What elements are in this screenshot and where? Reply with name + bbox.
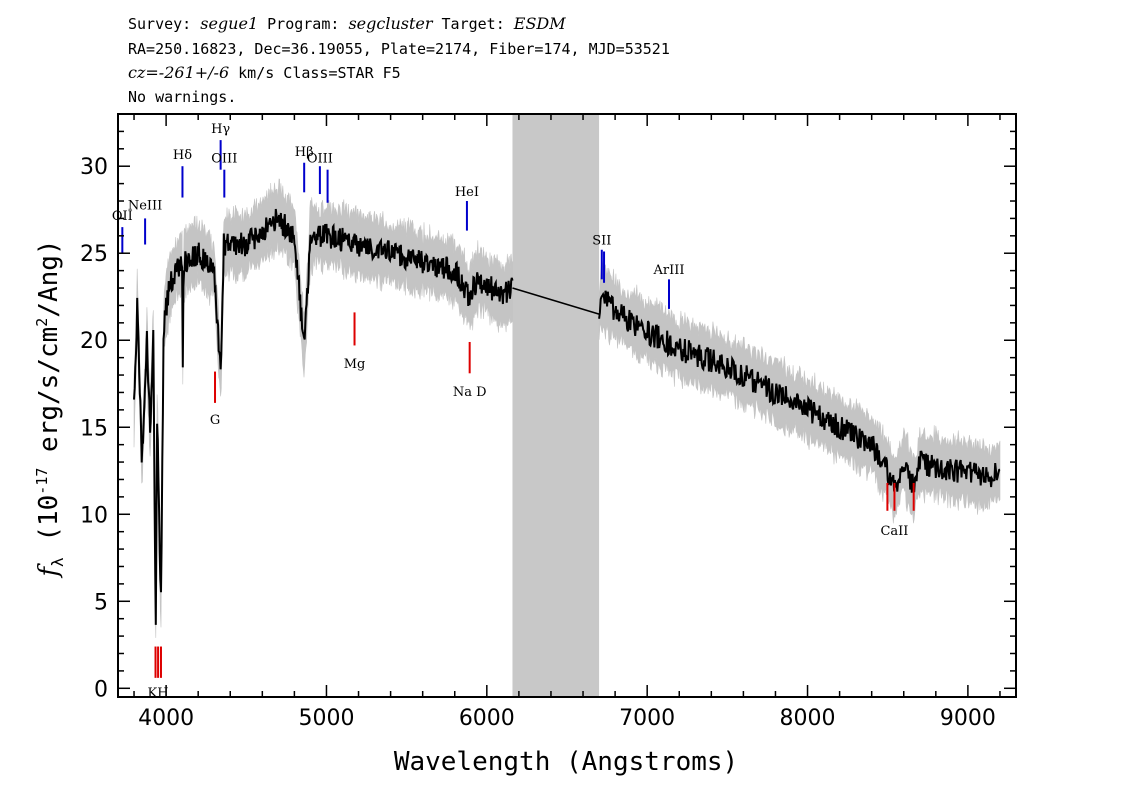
red-arm-flux <box>598 290 1001 493</box>
axes: 4000 5000 6000 7000 8000 9000 0 5 10 15 20 25 30 <box>80 113 1017 731</box>
y-tick-label: 20 <box>80 329 108 354</box>
spectral-line-label: G <box>210 413 220 428</box>
header-line-4: No warnings. <box>128 88 236 106</box>
y-axis-title: fλ (10-17 erg/s/cm2/Ang) <box>33 239 67 578</box>
blue-arm-noise <box>133 178 513 638</box>
spectral-line-label: Mg <box>344 357 366 372</box>
x-axis-title: Wavelength (Angstroms) <box>394 747 738 777</box>
y-tick-label: 15 <box>80 416 108 441</box>
masked-region <box>512 114 600 697</box>
spectral-line-label: CaII <box>880 524 908 539</box>
x-tick-label: 7000 <box>619 706 675 731</box>
y-tick-label: 5 <box>94 590 108 615</box>
spectral-line-label: OIII <box>307 152 333 167</box>
y-tick-label: 25 <box>80 242 108 267</box>
x-tick-label: 8000 <box>780 706 836 731</box>
header-line-2: RA=250.16823, Dec=36.19055, Plate=2174, … <box>128 40 670 58</box>
red-arm-noise <box>598 260 1001 524</box>
y-tick-label: 0 <box>94 677 108 702</box>
spectral-line-label: HeI <box>455 185 479 200</box>
flux-series <box>133 208 1001 625</box>
spectral-line-label: SII <box>592 234 611 249</box>
x-tick-label: 9000 <box>940 706 996 731</box>
mask-bridge-line <box>512 287 600 315</box>
spectral-line-label: OIII <box>211 152 237 167</box>
x-tick-label: 4000 <box>138 706 194 731</box>
header-line-3: cz=-261+/-6 km/s Class=STAR F5 <box>128 63 401 82</box>
plot-frame <box>117 113 1017 698</box>
y-tick-label: 30 <box>80 155 108 180</box>
blue-arm-flux <box>133 208 514 625</box>
spectral-line-label: Hγ <box>211 122 230 137</box>
spectral-line-label: Hβ <box>295 145 314 160</box>
y-tick-label: 10 <box>80 503 108 528</box>
spectral-line-label: Hδ <box>173 148 192 163</box>
spectral-line-label: Na D <box>453 385 487 400</box>
masked-region-rect <box>512 114 600 697</box>
x-tick-label: 6000 <box>459 706 515 731</box>
header-line-1: Survey: segue1 Program: segcluster Targe… <box>128 14 566 33</box>
spectral-line-label: ArIII <box>652 263 684 278</box>
x-tick-label: 5000 <box>298 706 354 731</box>
noise-band <box>133 178 1001 638</box>
spectral-line-label: NeIII <box>128 199 162 214</box>
